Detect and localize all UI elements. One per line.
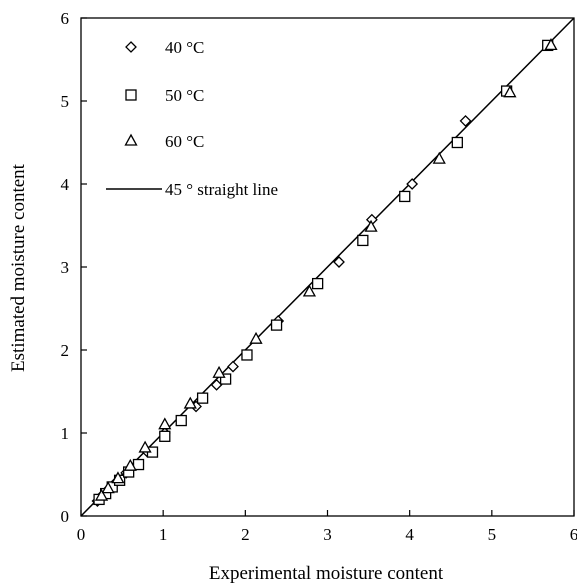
triangle-marker bbox=[158, 417, 172, 430]
square-marker bbox=[219, 373, 232, 385]
data-markers bbox=[80, 17, 575, 517]
x-axis-title: Experimental moisture content bbox=[209, 563, 444, 583]
x-tick-label: 4 bbox=[405, 525, 414, 544]
legend-diamond-swatch bbox=[125, 41, 137, 53]
triangle-marker bbox=[101, 481, 115, 494]
square-marker bbox=[159, 430, 171, 442]
square-marker bbox=[196, 392, 209, 404]
square-marker bbox=[357, 234, 369, 247]
diamond-marker bbox=[333, 256, 345, 268]
legend-triangle-swatch bbox=[124, 133, 138, 146]
square-marker bbox=[270, 319, 283, 331]
triangle-marker bbox=[432, 151, 446, 164]
triangle-marker bbox=[364, 219, 378, 232]
triangle-marker bbox=[138, 440, 152, 453]
x-axis: 0 1 2 3 4 5 6 bbox=[77, 510, 577, 544]
legend-square-swatch bbox=[125, 89, 137, 101]
triangle-marker bbox=[212, 365, 226, 378]
square-marker bbox=[132, 458, 145, 471]
y-tick-label: 2 bbox=[61, 341, 70, 360]
reference-line-45 bbox=[80, 17, 575, 517]
square-marker bbox=[451, 136, 463, 149]
triangle-marker bbox=[302, 284, 317, 297]
y-axis-title: Estimated moisture content bbox=[8, 163, 29, 372]
triangle-marker bbox=[183, 396, 197, 409]
y-tick-label: 6 bbox=[61, 9, 70, 28]
y-tick-label: 4 bbox=[61, 175, 70, 194]
triangle-marker bbox=[544, 38, 558, 51]
square-marker bbox=[399, 190, 411, 203]
diamond-marker bbox=[227, 360, 239, 373]
y-axis: 0 1 2 3 4 5 6 bbox=[61, 9, 87, 526]
diamond-marker bbox=[406, 178, 419, 190]
triangle-marker bbox=[249, 331, 263, 344]
legend-label: 40 °C bbox=[165, 38, 204, 57]
legend-label: 45 ° straight line bbox=[165, 180, 278, 199]
square-marker bbox=[175, 414, 187, 427]
diamond-marker bbox=[210, 378, 223, 391]
diamond-marker bbox=[459, 115, 472, 127]
y-tick-label: 0 bbox=[61, 507, 70, 526]
triangle-marker bbox=[111, 471, 125, 484]
x-tick-label: 5 bbox=[488, 525, 497, 544]
square-marker bbox=[241, 349, 253, 361]
x-tick-label: 2 bbox=[241, 525, 250, 544]
y-tick-label: 1 bbox=[61, 424, 70, 443]
legend: 40 °C 50 °C 60 °C 45 ° straight line bbox=[106, 38, 278, 199]
legend-label: 60 °C bbox=[165, 132, 204, 151]
y-tick-label: 3 bbox=[61, 258, 70, 277]
x-tick-label: 0 bbox=[77, 525, 86, 544]
x-tick-label: 6 bbox=[570, 525, 577, 544]
triangle-marker bbox=[94, 488, 109, 501]
triangle-marker bbox=[503, 85, 517, 98]
legend-label: 50 °C bbox=[165, 86, 204, 105]
triangle-marker bbox=[123, 458, 137, 471]
square-marker bbox=[311, 277, 324, 290]
y-tick-label: 5 bbox=[61, 92, 70, 111]
x-tick-label: 1 bbox=[159, 525, 168, 544]
x-tick-label: 3 bbox=[323, 525, 332, 544]
